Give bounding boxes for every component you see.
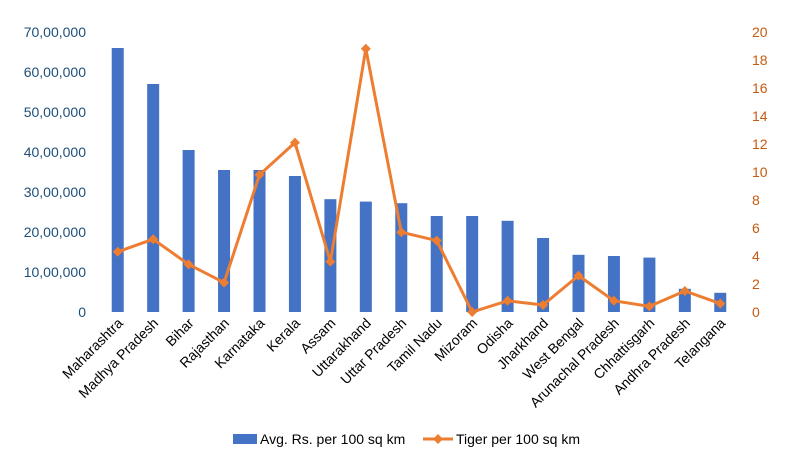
legend-bar-swatch [233, 434, 257, 444]
left-tick-label: 50,00,000 [24, 104, 86, 120]
line-point-maharashtra [112, 246, 123, 257]
right-tick-label: 8 [752, 192, 760, 208]
line-point-rajasthan [219, 277, 230, 288]
bar-jharkhand [537, 238, 550, 312]
line-point-madhya-pradesh [148, 234, 159, 245]
bar-chhattisgarh [643, 257, 656, 312]
right-tick-label: 10 [752, 164, 768, 180]
line-point-tamil-nadu [431, 235, 442, 246]
line-point-telangana [715, 298, 726, 309]
line-point-karnataka [254, 169, 265, 180]
bar-andhra-pradesh [678, 288, 691, 312]
left-tick-label: 70,00,000 [24, 24, 86, 40]
right-tick-label: 18 [752, 52, 768, 68]
bar-madhya-pradesh [147, 84, 160, 312]
line-point-assam [325, 256, 336, 267]
legend: Avg. Rs. per 100 sq km Tiger per 100 sq … [233, 431, 580, 447]
line-point-arunachal-pradesh [608, 295, 619, 306]
category-label: Kerala [263, 315, 303, 355]
line-point-mizoram [467, 307, 478, 317]
left-tick-label: 20,00,000 [24, 224, 86, 240]
line-point-uttar-pradesh [396, 227, 407, 238]
legend-bar-label: Avg. Rs. per 100 sq km [260, 431, 405, 447]
right-tick-label: 12 [752, 136, 768, 152]
line-point-west-bengal [573, 270, 584, 281]
right-axis: 0 2 4 6 8 10 12 14 16 18 20 [752, 24, 768, 320]
left-tick-label: 0 [78, 304, 86, 320]
line-point-andhra-pradesh [679, 286, 690, 296]
line-point-kerala [289, 137, 300, 148]
bar-uttarakhand [359, 201, 372, 312]
right-tick-label: 4 [752, 248, 760, 264]
right-tick-label: 2 [752, 276, 760, 292]
right-tick-label: 0 [752, 304, 760, 320]
right-tick-label: 6 [752, 220, 760, 236]
left-tick-label: 40,00,000 [24, 144, 86, 160]
legend-line-label: Tiger per 100 sq km [456, 431, 580, 447]
bar-odisha [501, 220, 514, 312]
tiger-line [117, 47, 721, 314]
left-tick-label: 10,00,000 [24, 264, 86, 280]
left-tick-label: 60,00,000 [24, 64, 86, 80]
line-point-bihar [183, 259, 194, 270]
left-tick-label: 30,00,000 [24, 184, 86, 200]
line-point-jharkhand [538, 300, 549, 310]
line-point-uttarakhand [360, 43, 371, 54]
left-axis: 0 10,00,000 20,00,000 30,00,000 40,00,000 50,… [24, 24, 87, 320]
line-series [112, 43, 726, 317]
bar-kerala [288, 176, 301, 312]
bar-bihar [182, 150, 195, 312]
line-point-odisha [502, 295, 513, 306]
bar-uttar-pradesh [395, 203, 408, 312]
bar-karnataka [253, 170, 266, 312]
bar-mizoram [466, 216, 479, 312]
bar-tamil-nadu [430, 216, 443, 312]
line-point-chhattisgarh [644, 301, 655, 312]
bar-west-bengal [572, 254, 585, 312]
bar-maharashtra [111, 48, 124, 312]
right-tick-label: 16 [752, 80, 768, 96]
legend-line-marker [433, 434, 443, 444]
right-tick-label: 14 [752, 108, 768, 124]
bar-rajasthan [218, 170, 231, 312]
right-tick-label: 20 [752, 24, 768, 40]
